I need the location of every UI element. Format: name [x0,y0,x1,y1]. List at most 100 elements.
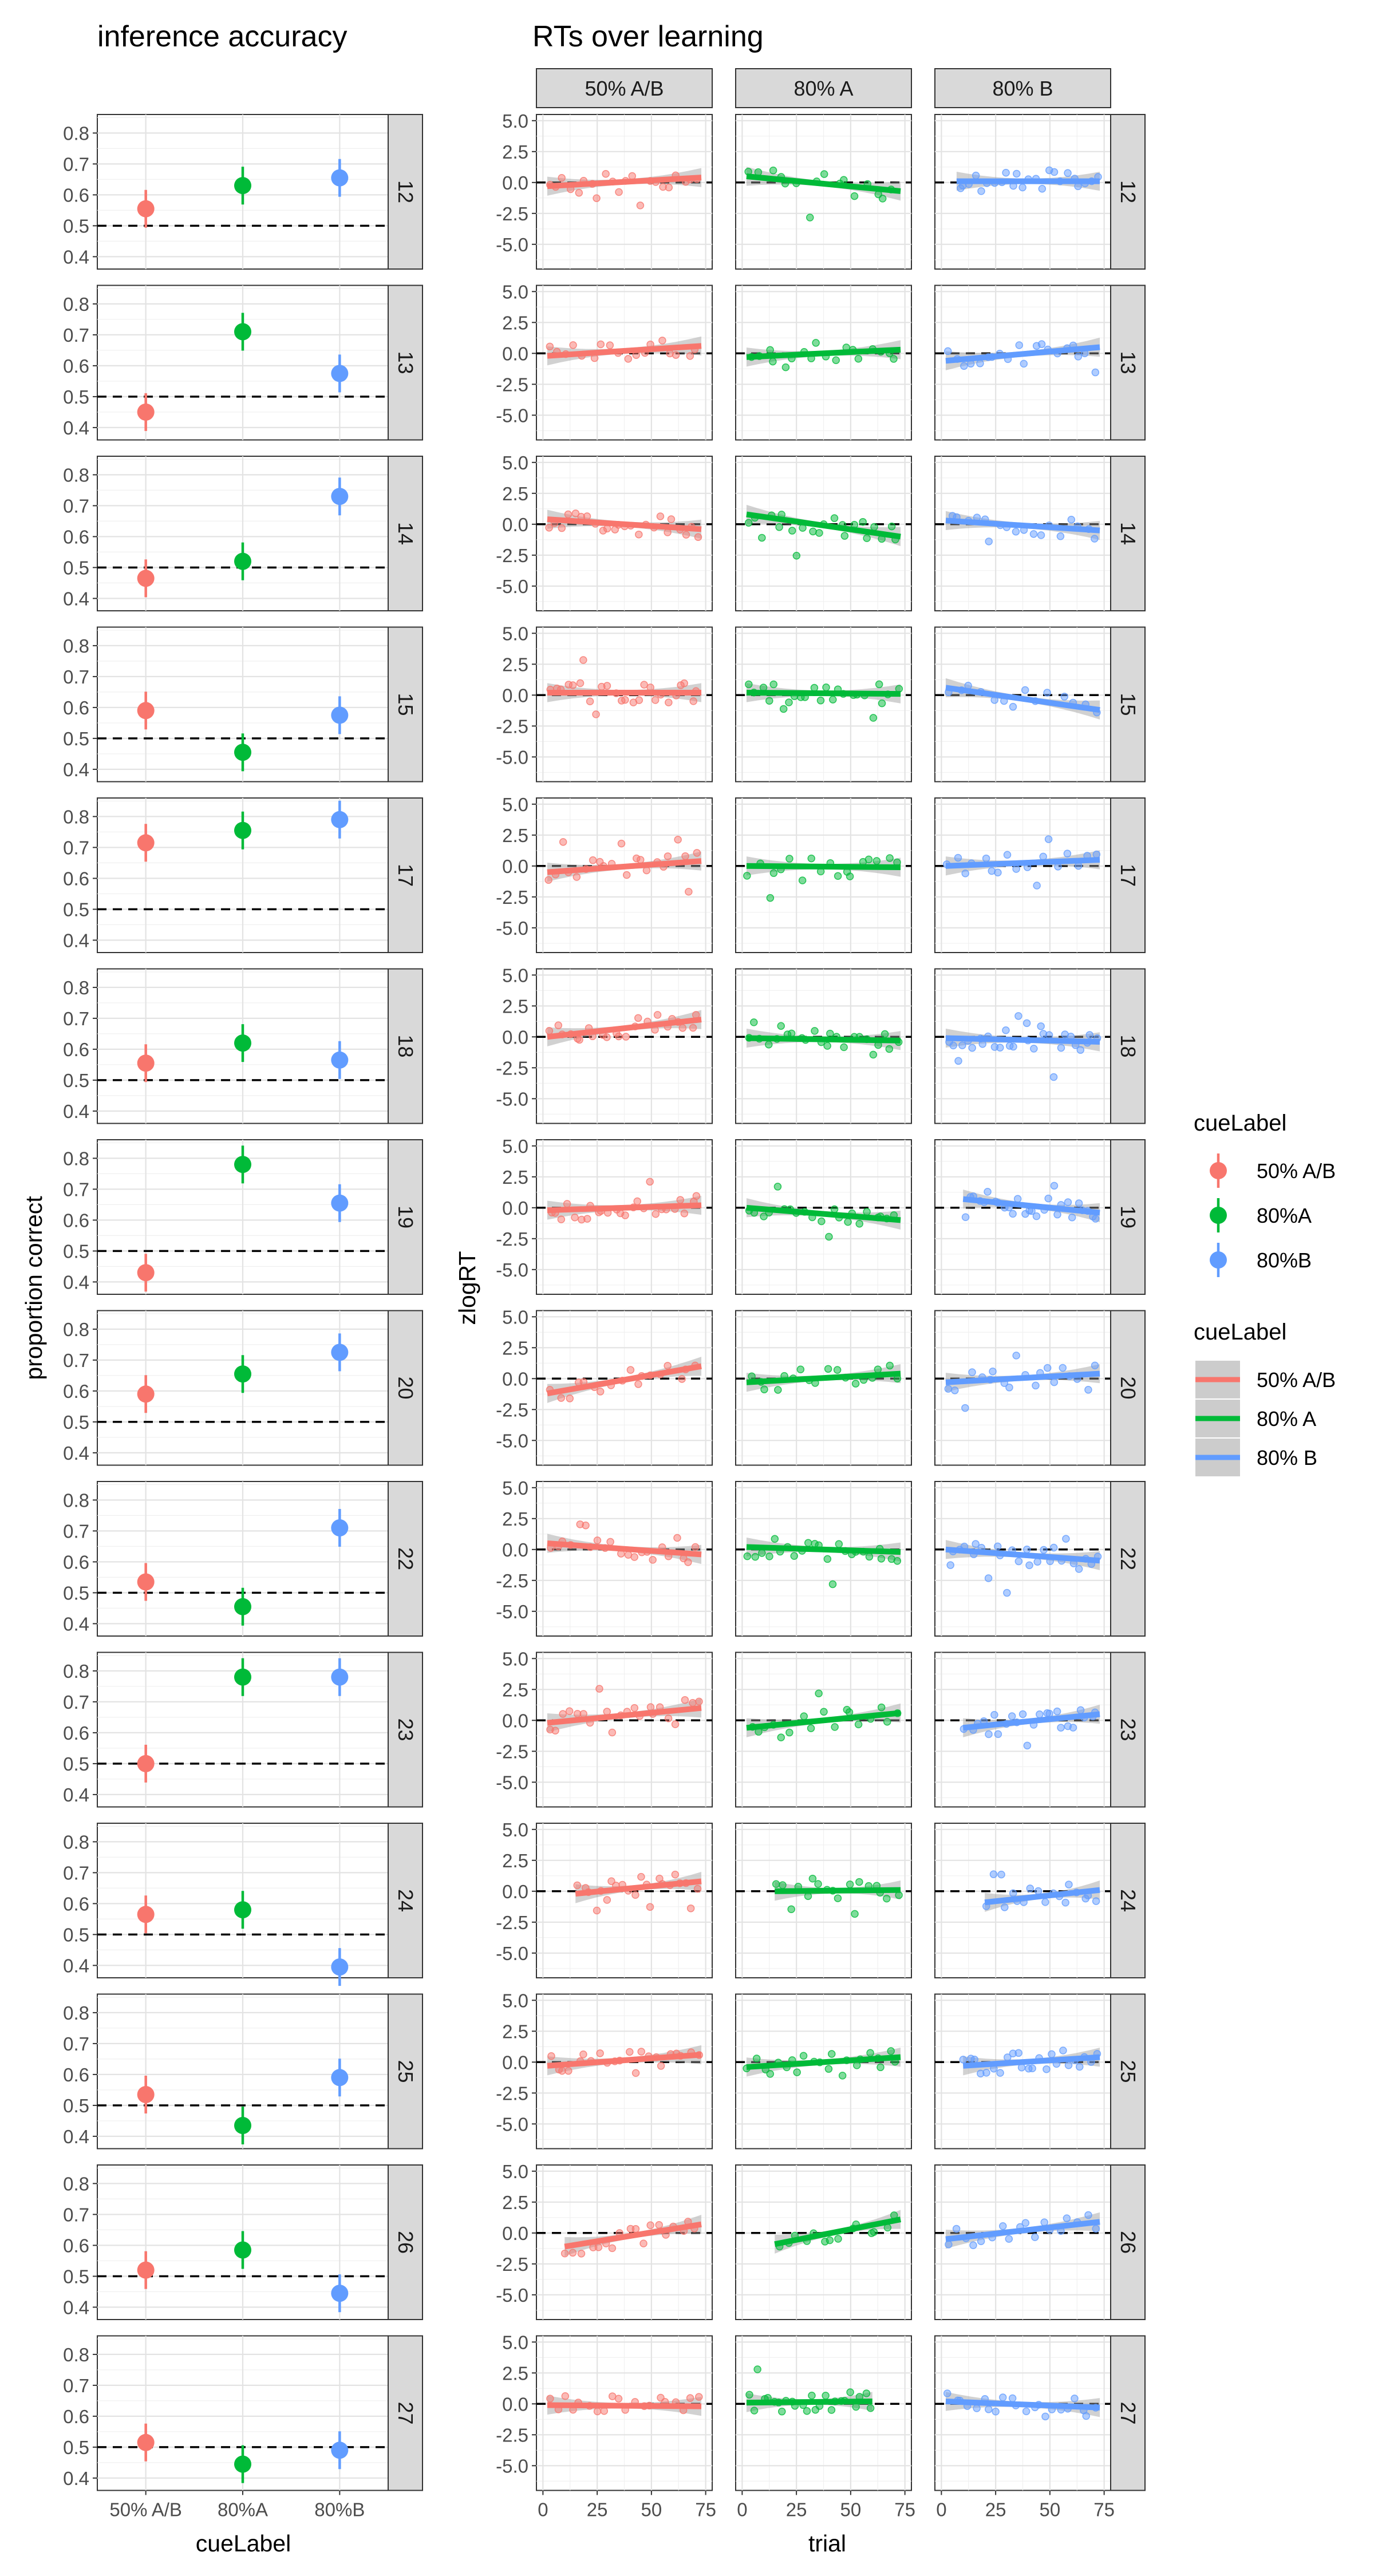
trial-point [989,1870,998,1878]
rt-panel [735,2164,912,2320]
trial-point [680,679,688,688]
fit-line [746,2398,872,2406]
trial-point [671,1870,680,1879]
trial-point [881,1030,889,1038]
column-strip: 80% B [934,68,1111,108]
trial-point [658,337,666,345]
x-tick-label: 50% A/B [109,2499,182,2520]
y-tick-label: 0.8 [63,2002,89,2024]
row-strip-label: 13 [1116,351,1140,374]
trial-point [1025,1561,1033,1570]
trial-point [1022,2407,1030,2416]
trial-point [834,872,842,880]
trial-point [1062,1535,1070,1543]
trial-point [827,2050,836,2058]
column-strip-label: 80% A [793,77,853,100]
trial-point [870,523,878,531]
y-tick-label: 0.4 [63,588,89,609]
trial-point [1084,2211,1092,2219]
x-tick-label: 25 [985,2499,1006,2520]
y-tick-label: 0.0 [502,685,528,706]
trial-point [815,529,823,537]
legend-lines-title: cueLabel [1194,1319,1286,1345]
y-tick-label: 0.4 [63,2468,89,2489]
y-tick-label: 0.7 [63,2204,89,2225]
y-tick-label: 0.5 [63,1924,89,1945]
trial-point [946,1561,954,1569]
trial-point [796,1365,805,1374]
trial-point [1092,2225,1100,2233]
rt-panel [934,2164,1111,2320]
rt-panel [735,1823,912,1978]
trial-point [1063,850,1072,858]
row-strip-bg [388,114,423,270]
trial-point [656,512,665,520]
trial-point [1028,2064,1036,2072]
trial-point [564,510,572,519]
trial-point [589,856,597,864]
y-tick-label: 0.5 [63,1412,89,1433]
y-tick-label: 0.0 [502,1710,528,1731]
trial-point [829,696,837,704]
y-tick-label: -5.0 [496,1088,528,1109]
accuracy-point [234,177,251,195]
row-strip-label: 18 [1116,1034,1140,1057]
trial-point [1053,1210,1061,1219]
y-tick-label: -5.0 [496,405,528,426]
trial-point [568,2249,577,2257]
trial-point [807,854,815,863]
accuracy-point [331,365,349,382]
column-strip-label: 80% B [992,77,1053,100]
trial-point [1050,168,1059,176]
trial-point [678,1024,687,1032]
rt-panel [735,626,912,783]
trial-point [667,515,676,523]
fit-line [547,1202,702,1214]
y-tick-label: 5.0 [502,1819,528,1840]
trial-point [1048,2050,1056,2059]
y-tick-label: 0.7 [63,1692,89,1713]
rt-panel [934,285,1111,441]
trial-point [828,1580,837,1589]
trial-point [631,2225,640,2233]
accuracy-point [234,1901,251,1919]
fit-line [547,858,702,875]
trial-point [996,1044,1004,1052]
rt-panel [536,797,713,953]
left-title: inference accuracy [97,20,347,53]
row-strip-bg [1110,2335,1146,2491]
y-tick-label: -2.5 [496,2083,528,2104]
trial-point [812,339,820,347]
y-tick-label: 0.0 [502,1539,528,1560]
trial-point [885,1045,894,1053]
y-tick-label: 0.6 [63,2064,89,2085]
y-tick-label: 0.6 [63,355,89,377]
trial-point [691,1543,700,1551]
y-tick-label: 0.8 [63,2173,89,2194]
rt-panel [536,285,713,441]
row-strip-bg [1110,1139,1146,1295]
trial-point [1040,2218,1048,2226]
trial-point [602,170,610,178]
y-tick-label: -2.5 [496,716,528,737]
y-tick-label: 2.5 [502,1679,528,1700]
trial-point [1045,1031,1053,1039]
y-tick-label: 0.4 [63,1101,89,1122]
trial-point [1023,1741,1032,1750]
trial-point [689,1698,697,1707]
trial-point [984,1574,993,1582]
trial-point [558,2067,566,2075]
trial-point [681,852,689,860]
trial-point [646,1703,655,1711]
trial-point [634,1380,642,1388]
y-tick-label: 0.4 [63,1955,89,1976]
y-tick-label: -5.0 [496,1601,528,1622]
trial-point [769,166,777,175]
fit-line [564,2221,702,2250]
trial-point [744,519,753,527]
trial-point [996,2069,1004,2077]
trial-point [559,1710,567,1718]
trial-point [681,1696,689,1704]
trial-point [992,2408,1000,2416]
y-tick-label: 0.8 [63,123,89,144]
